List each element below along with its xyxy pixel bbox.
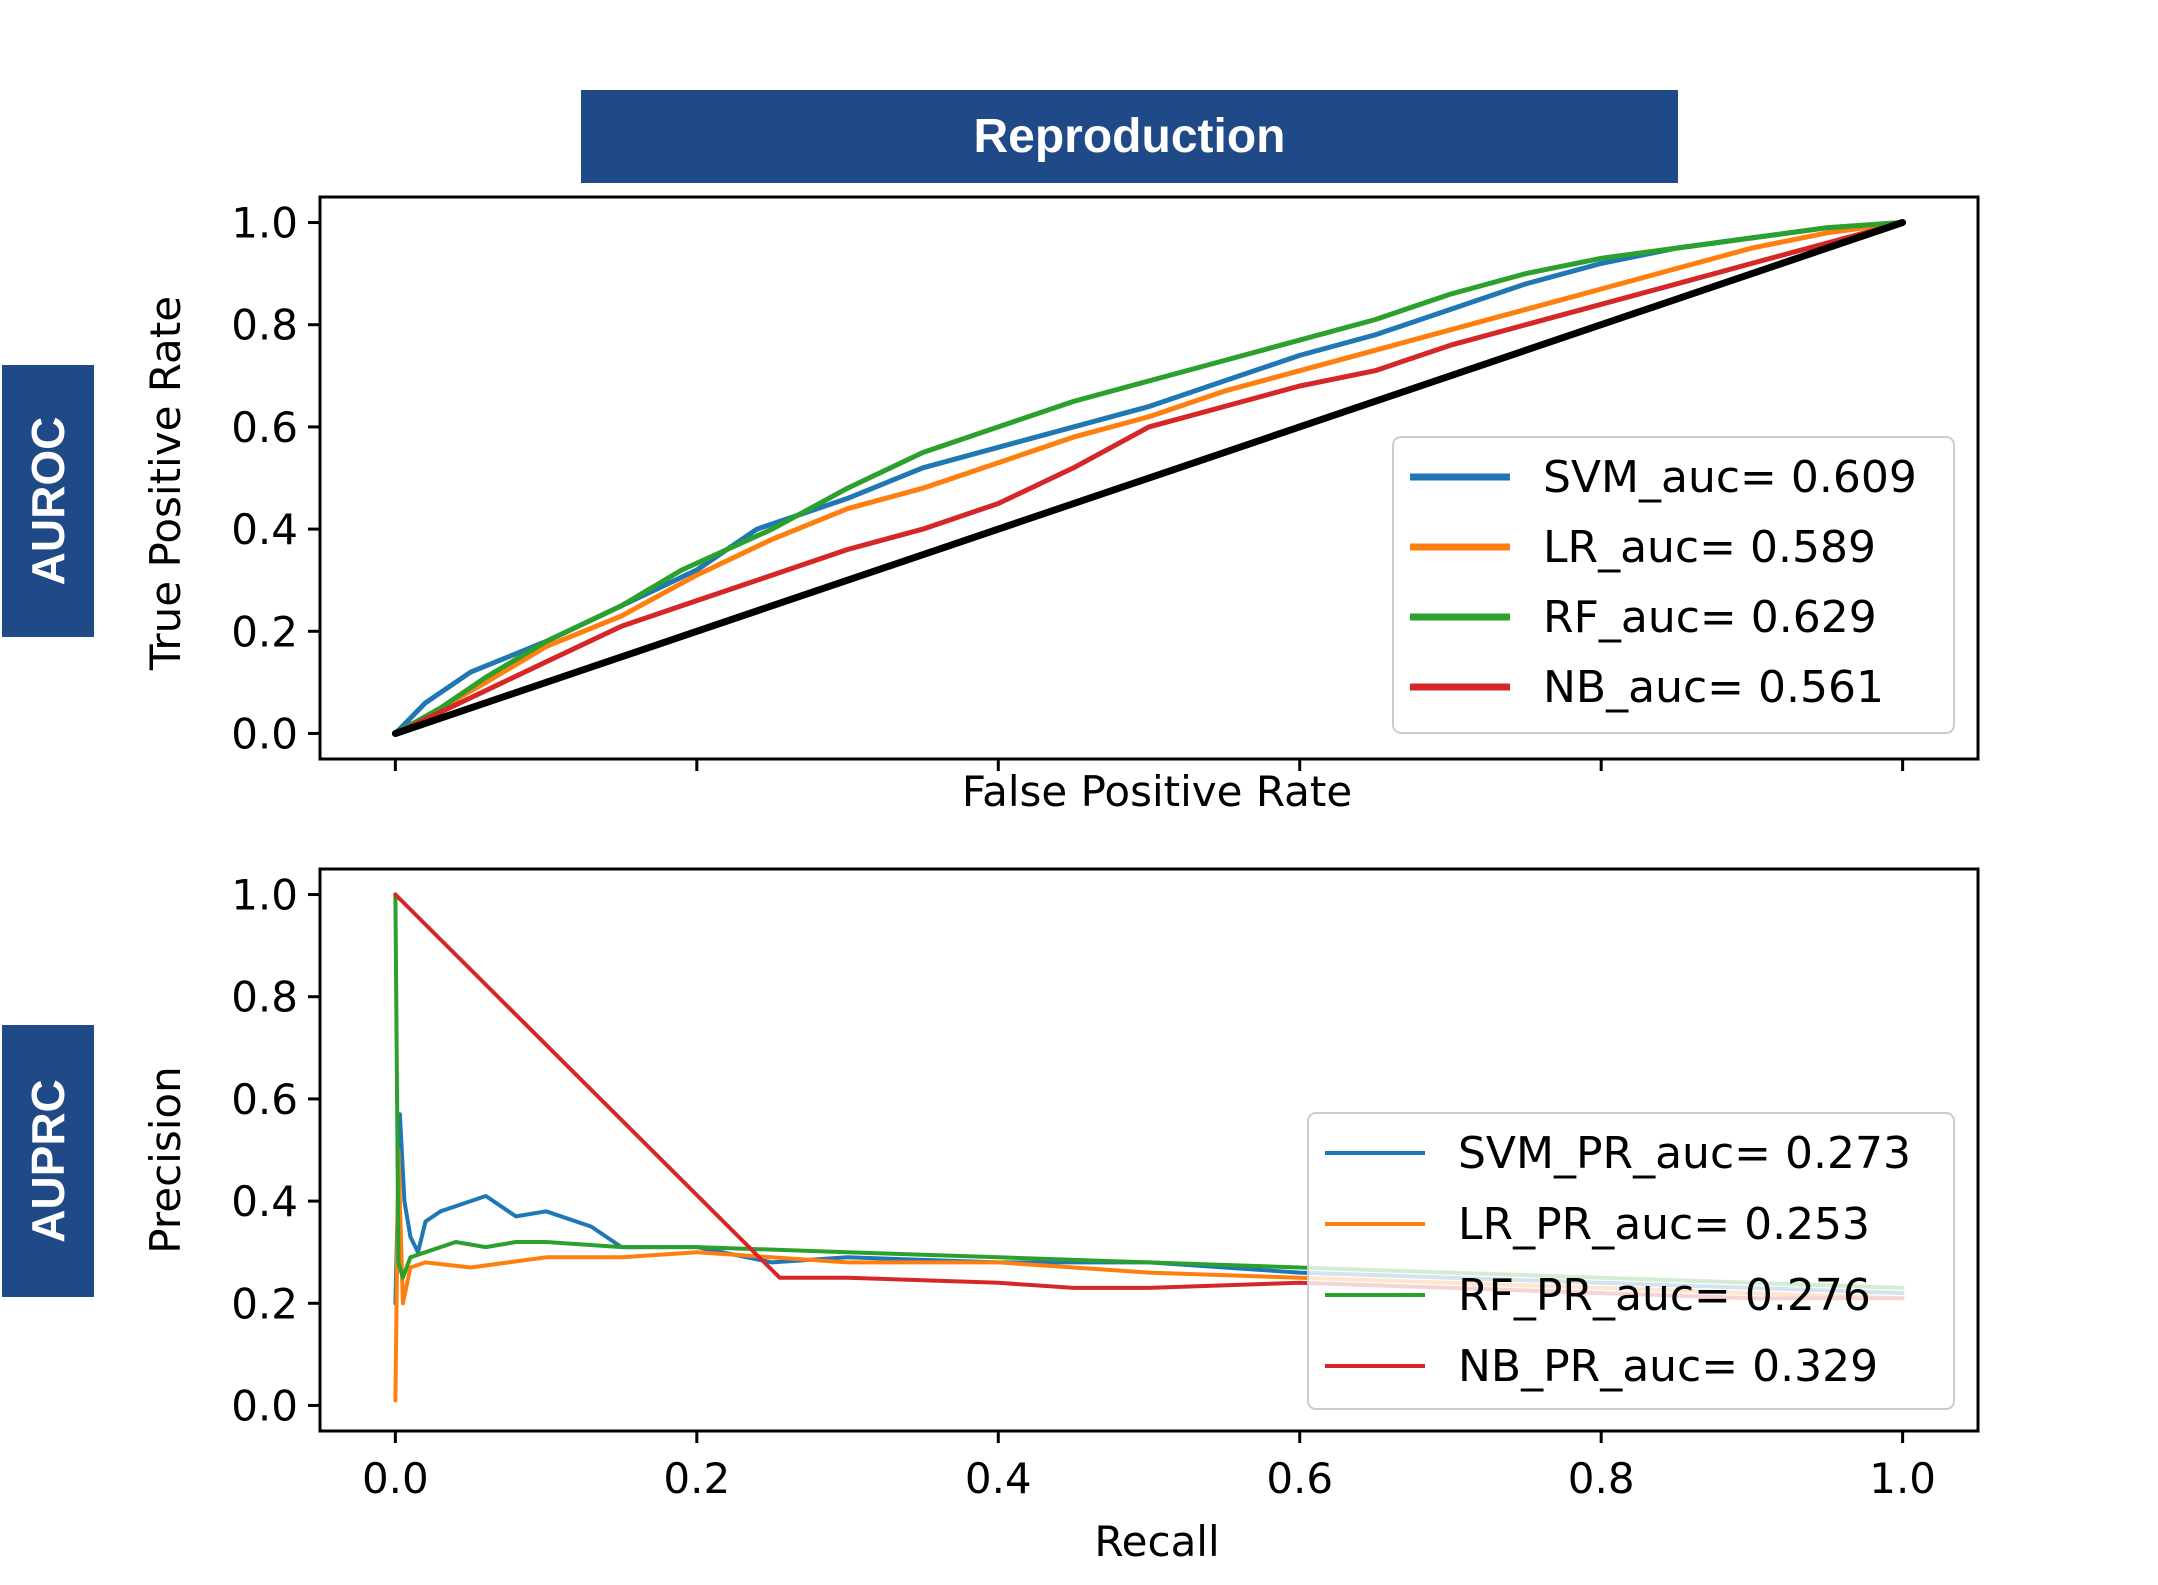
roc-series-group [391, 219, 1907, 737]
roc-ytick-label: 0.2 [231, 607, 298, 656]
pr-ytick-label: 0.6 [231, 1075, 298, 1124]
pr-xtick-label: 0.2 [663, 1454, 730, 1503]
auprc-side-tag: AUPRC [2, 1025, 94, 1297]
pr-xtick-label: 0.8 [1568, 1454, 1635, 1503]
pr-xtick-label: 0.4 [965, 1454, 1032, 1503]
roc-series-line-3 [392, 220, 1906, 736]
pr-legend-label: NB_PR_auc= 0.329 [1458, 1341, 1878, 1392]
pr-legend-label: LR_PR_auc= 0.253 [1458, 1199, 1870, 1250]
pr-ytick-label: 0.2 [231, 1279, 298, 1328]
auroc-side-tag: AUROC [2, 365, 94, 637]
roc-x-axis-label: False Positive Rate [962, 767, 1352, 816]
pr-y-axis-label: Precision [141, 1066, 190, 1253]
pr-legend-label: RF_PR_auc= 0.276 [1458, 1270, 1871, 1321]
roc-chance-line [391, 219, 1907, 737]
pr-xtick-label: 0.6 [1266, 1454, 1333, 1503]
pr-chart: 0.0 0.2 0.4 0.6 0.8 1.0 0.0 0.2 0.4 0.6 0.8 1.0 Reca… [141, 867, 1980, 1566]
roc-plot-frame [318, 195, 1980, 761]
roc-series-line-2 [392, 220, 1906, 736]
chart-banner-title: Reproduction [581, 90, 1678, 183]
pr-xtick-label: 1.0 [1869, 1454, 1936, 1503]
pr-legend: SVM_PR_auc= 0.273 LR_PR_auc= 0.253 RF_PR_a… [1307, 1112, 1955, 1410]
pr-plot-frame [318, 867, 1980, 1433]
pr-ytick-label: 0.4 [231, 1177, 298, 1226]
roc-chart: 0.0 0.2 0.4 0.6 0.8 1.0 False Positive Rate Tru… [141, 195, 1980, 816]
roc-legend-label: NB_auc= 0.561 [1543, 662, 1884, 713]
pr-legend-label: SVM_PR_auc= 0.273 [1458, 1128, 1911, 1179]
roc-ytick-label: 0.8 [231, 301, 298, 350]
roc-legend-label: RF_auc= 0.629 [1543, 592, 1877, 643]
pr-ytick-label: 0.0 [231, 1381, 298, 1430]
roc-ytick-label: 1.0 [231, 199, 298, 248]
roc-y-axis-label: True Positive Rate [141, 296, 190, 671]
pr-ytick-label: 1.0 [231, 871, 298, 920]
roc-ytick-label: 0.0 [231, 709, 298, 758]
roc-legend-label: LR_auc= 0.589 [1543, 522, 1876, 573]
pr-legend-box [1307, 1112, 1955, 1410]
roc-ytick-label: 0.4 [231, 505, 298, 554]
roc-series-line-1 [392, 220, 1906, 736]
roc-legend-box [1392, 436, 1955, 734]
roc-legend: SVM_auc= 0.609 LR_auc= 0.589 RF_auc= 0.629… [1392, 436, 1955, 734]
roc-legend-label: SVM_auc= 0.609 [1543, 452, 1917, 503]
pr-x-axis-label: Recall [1094, 1517, 1219, 1566]
pr-xtick-label: 0.0 [362, 1454, 429, 1503]
roc-ytick-label: 0.6 [231, 403, 298, 452]
pr-ytick-label: 0.8 [231, 973, 298, 1022]
